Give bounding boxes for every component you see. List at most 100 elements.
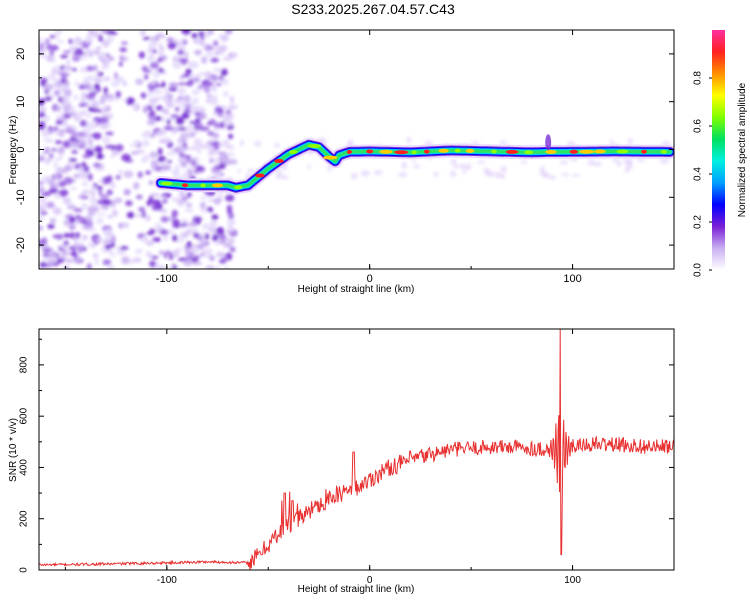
noise-blob <box>99 51 107 59</box>
noise-blob <box>103 86 108 95</box>
noise-blob <box>167 160 172 164</box>
noise-blob <box>44 54 54 62</box>
noise-blob <box>39 37 43 43</box>
noise-blob <box>163 233 169 242</box>
noise-blob <box>90 190 96 198</box>
noise-blob <box>227 237 236 244</box>
y-tick-label: 200 <box>19 510 30 527</box>
noise-blob <box>183 259 193 266</box>
noise-blob <box>74 219 79 226</box>
noise-blob <box>45 159 50 165</box>
noise-blob <box>98 71 104 77</box>
noise-blob <box>172 234 178 242</box>
noise-blob <box>223 56 229 61</box>
noise-blob <box>63 177 73 185</box>
noise-blob <box>145 250 151 258</box>
ridge-hotspot <box>182 183 188 188</box>
noise-blob <box>186 202 193 208</box>
noise-blob <box>161 160 169 169</box>
noise-blob <box>185 229 194 235</box>
noise-blob <box>181 30 191 35</box>
noise-blob <box>193 77 201 83</box>
noise-blob <box>87 212 96 216</box>
noise-blob <box>283 174 288 180</box>
noise-blob <box>95 121 100 126</box>
noise-blob <box>172 61 177 68</box>
noise-blob <box>90 186 98 192</box>
noise-blob <box>145 214 151 222</box>
y-tick-label: 0 <box>19 567 30 573</box>
noise-blob <box>210 57 219 63</box>
noise-blob <box>78 165 85 173</box>
noise-blob <box>181 113 190 119</box>
noise-blob <box>85 113 92 118</box>
noise-blob <box>239 139 244 147</box>
noise-blob <box>190 159 197 167</box>
noise-blob <box>209 255 215 261</box>
noise-blob <box>401 162 408 169</box>
noise-blob <box>94 258 99 266</box>
noise-blob <box>122 81 128 87</box>
noise-blob <box>110 235 116 243</box>
ridge-hotspot <box>394 150 409 155</box>
noise-blob <box>142 154 151 161</box>
noise-blob <box>92 253 99 259</box>
noise-blob <box>154 222 162 230</box>
noise-blob <box>184 81 194 87</box>
noise-blob <box>54 166 64 175</box>
noise-blob <box>236 169 242 173</box>
noise-blob <box>74 80 79 87</box>
noise-blob <box>228 212 234 220</box>
noise-blob <box>122 98 128 103</box>
noise-blob <box>39 239 45 247</box>
noise-blob <box>218 107 224 115</box>
noise-blob <box>79 119 87 127</box>
noise-blob <box>107 264 115 269</box>
noise-blob <box>466 163 472 170</box>
y-tick-label: 400 <box>19 459 30 476</box>
noise-blob <box>154 96 161 101</box>
noise-blob <box>81 202 88 210</box>
noise-blob <box>53 126 59 132</box>
noise-blob <box>212 234 219 242</box>
noise-blob <box>84 223 90 229</box>
y-tick-label: 20 <box>15 48 27 60</box>
ridge-hotspot <box>288 150 298 154</box>
noise-blob <box>184 104 192 109</box>
noise-blob <box>374 169 383 176</box>
noise-blob <box>72 39 81 46</box>
noise-blob <box>39 156 46 162</box>
colorbar-tick-label: 0.8 <box>693 71 704 85</box>
x-tick-label: -100 <box>157 575 177 586</box>
noise-blob <box>120 41 128 45</box>
noise-blob <box>477 160 486 164</box>
noise-blob <box>75 214 81 219</box>
noise-blob <box>179 75 184 80</box>
noise-blob <box>191 97 199 105</box>
noise-blob <box>46 44 53 51</box>
noise-blob <box>47 73 56 80</box>
noise-blob <box>520 160 527 164</box>
noise-blob <box>208 118 217 126</box>
noise-blob <box>66 204 77 210</box>
noise-blob <box>105 131 114 136</box>
noise-blob <box>67 161 74 168</box>
noise-blob <box>350 172 358 180</box>
noise-blob <box>172 224 181 228</box>
noise-blob <box>144 74 149 80</box>
noise-blob <box>86 93 96 100</box>
noise-blob <box>39 210 48 216</box>
noise-blob <box>202 223 210 230</box>
noise-blob <box>155 165 162 172</box>
snr-xlabel: Height of straight line (km) <box>298 584 415 595</box>
noise-blob <box>53 182 60 188</box>
noise-blob <box>93 64 98 71</box>
noise-blob <box>213 122 224 128</box>
noise-blob <box>115 174 121 180</box>
noise-blob <box>155 131 164 137</box>
noise-blob <box>198 30 205 37</box>
noise-blob <box>215 227 225 235</box>
noise-blob <box>587 159 596 166</box>
noise-blob <box>41 176 49 184</box>
